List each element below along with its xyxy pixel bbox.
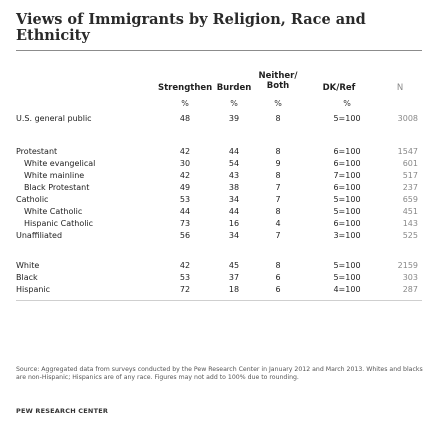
cell-strengthen: 44	[179, 207, 191, 216]
cell-n: 601	[402, 159, 418, 168]
row-label: Black Protestant	[24, 183, 90, 192]
table-row: White mainline 42 43 8 7=100 517	[0, 170, 438, 181]
cell-neither: 7	[275, 183, 281, 192]
cell-burden: 54	[228, 159, 240, 168]
cell-strengthen: 72	[179, 285, 191, 294]
table-title: Views of Immigrants by Religion, Race an…	[16, 11, 366, 44]
cell-n: 287	[402, 285, 418, 294]
table-row: U.S. general public 48 39 8 5=100 3008	[0, 113, 438, 124]
row-label: White Catholic	[24, 207, 83, 216]
percent-neither: %	[274, 99, 282, 108]
cell-dkref: 5=100	[333, 207, 361, 216]
cell-neither: 6	[275, 273, 281, 282]
cell-n: 237	[402, 183, 418, 192]
cell-strengthen: 73	[179, 219, 191, 228]
cell-neither: 7	[275, 231, 281, 240]
table-row: Black Protestant 49 38 7 6=100 237	[0, 182, 438, 193]
row-label: Protestant	[16, 147, 58, 156]
row-label: U.S. general public	[16, 114, 92, 123]
cell-strengthen: 48	[179, 114, 191, 123]
cell-n: 143	[402, 219, 418, 228]
cell-burden: 38	[228, 183, 240, 192]
cell-dkref: 3=100	[333, 231, 361, 240]
cell-neither: 8	[275, 171, 281, 180]
cell-neither: 4	[275, 219, 281, 228]
cell-neither: 8	[275, 147, 281, 156]
row-label: White mainline	[24, 171, 85, 180]
table-row: Hispanic Catholic 73 16 4 6=100 143	[0, 218, 438, 229]
title-divider	[16, 50, 422, 51]
row-label: White	[16, 261, 40, 270]
row-label: Hispanic Catholic	[24, 219, 94, 228]
header-dkref: DK/Ref	[322, 83, 356, 93]
cell-neither: 8	[275, 114, 281, 123]
cell-n: 659	[402, 195, 418, 204]
cell-dkref: 4=100	[333, 285, 361, 294]
row-label: Catholic	[16, 195, 49, 204]
cell-strengthen: 42	[179, 171, 191, 180]
cell-dkref: 5=100	[333, 273, 361, 282]
row-label: White evangelical	[24, 159, 96, 168]
cell-n: 451	[402, 207, 418, 216]
header-n: N	[396, 83, 404, 93]
cell-strengthen: 53	[179, 273, 191, 282]
cell-burden: 45	[228, 261, 240, 270]
cell-burden: 44	[228, 207, 240, 216]
pew-research-center-logo: PEW RESEARCH CENTER	[16, 407, 109, 415]
table-bottom-divider	[16, 300, 422, 301]
cell-dkref: 5=100	[333, 261, 361, 270]
cell-burden: 34	[228, 231, 240, 240]
cell-dkref: 6=100	[333, 183, 361, 192]
table-row: Unaffiliated 56 34 7 3=100 525	[0, 230, 438, 241]
cell-burden: 18	[228, 285, 240, 294]
cell-neither: 6	[275, 285, 281, 294]
cell-strengthen: 53	[179, 195, 191, 204]
cell-n: 1547	[397, 147, 418, 156]
cell-dkref: 6=100	[333, 219, 361, 228]
cell-burden: 16	[228, 219, 240, 228]
header-neither-line2: Both	[266, 81, 290, 91]
table-row: Hispanic 72 18 6 4=100 287	[0, 284, 438, 295]
table-row: Black 53 37 6 5=100 303	[0, 272, 438, 283]
cell-strengthen: 42	[179, 147, 191, 156]
cell-dkref: 5=100	[333, 114, 361, 123]
table-row: White evangelical 30 54 9 6=100 601	[0, 158, 438, 169]
cell-neither: 8	[275, 207, 281, 216]
cell-burden: 44	[228, 147, 240, 156]
header-burden: Burden	[216, 83, 252, 93]
row-label: Unaffiliated	[16, 231, 63, 240]
cell-burden: 34	[228, 195, 240, 204]
header-neither-line1: Neither/	[258, 71, 298, 81]
source-note: Source: Aggregated data from surveys con…	[16, 366, 423, 381]
cell-strengthen: 49	[179, 183, 191, 192]
percent-strengthen: %	[181, 99, 189, 108]
cell-strengthen: 30	[179, 159, 191, 168]
cell-neither: 8	[275, 261, 281, 270]
table-row: White Catholic 44 44 8 5=100 451	[0, 206, 438, 217]
cell-neither: 7	[275, 195, 281, 204]
cell-dkref: 7=100	[333, 171, 361, 180]
cell-dkref: 5=100	[333, 195, 361, 204]
cell-strengthen: 42	[179, 261, 191, 270]
percent-burden: %	[230, 99, 238, 108]
cell-burden: 37	[228, 273, 240, 282]
cell-n: 525	[402, 231, 418, 240]
table-row: Protestant 42 44 8 6=100 1547	[0, 146, 438, 157]
percent-dkref: %	[343, 99, 351, 108]
cell-n: 517	[402, 171, 418, 180]
cell-n: 303	[402, 273, 418, 282]
cell-n: 2159	[397, 261, 418, 270]
cell-burden: 39	[228, 114, 240, 123]
cell-n: 3008	[397, 114, 418, 123]
row-label: Hispanic	[16, 285, 51, 294]
table-row: Catholic 53 34 7 5=100 659	[0, 194, 438, 205]
cell-dkref: 6=100	[333, 159, 361, 168]
cell-dkref: 6=100	[333, 147, 361, 156]
cell-neither: 9	[275, 159, 281, 168]
table-row: White 42 45 8 5=100 2159	[0, 260, 438, 271]
cell-burden: 43	[228, 171, 240, 180]
header-strengthen: Strengthen	[158, 83, 213, 93]
cell-strengthen: 56	[179, 231, 191, 240]
row-label: Black	[16, 273, 38, 282]
